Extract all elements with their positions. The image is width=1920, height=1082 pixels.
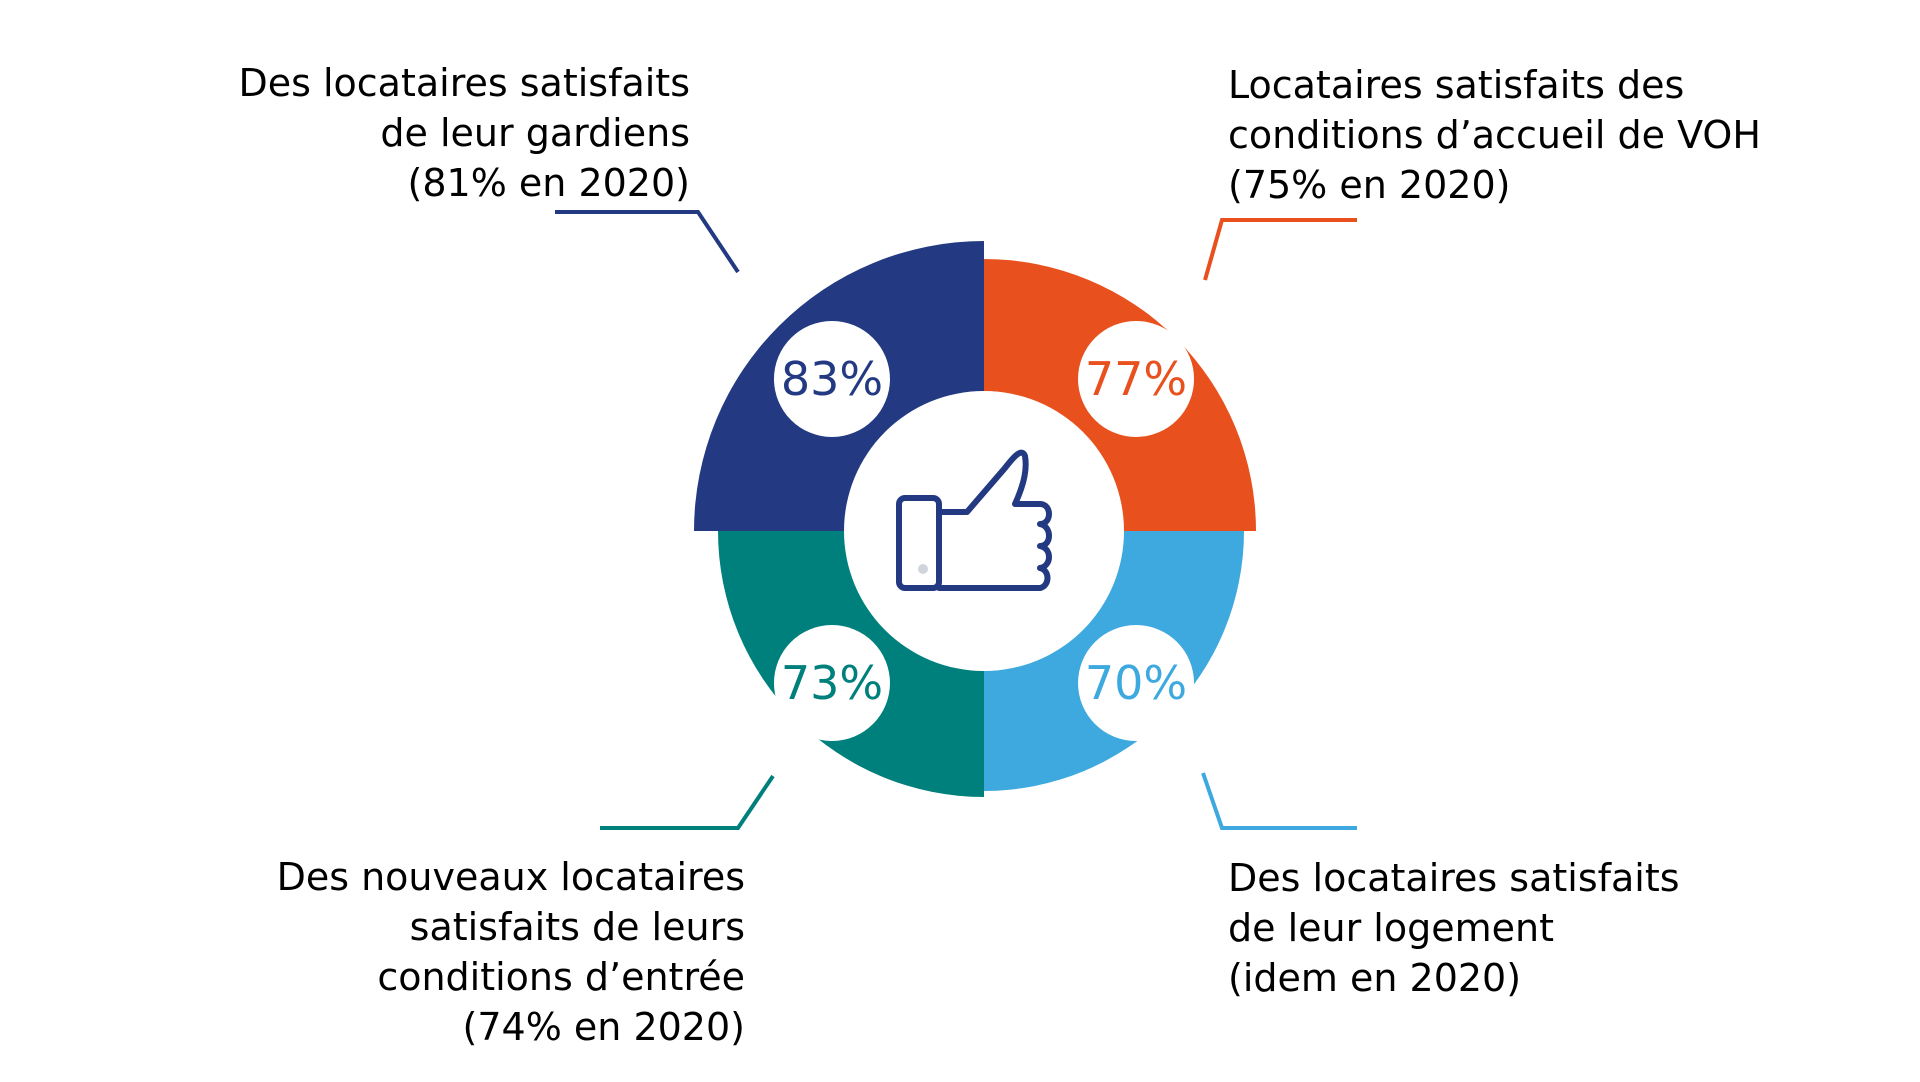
- value-badge-br: [1078, 625, 1195, 742]
- label-accueil-voh: Locataires satisfaits des conditions d’a…: [1228, 63, 1761, 207]
- leader-line-br: [1201, 772, 1357, 830]
- value-label-tr: 77%: [1085, 352, 1187, 406]
- leader-line-bl: [600, 774, 775, 830]
- label-conditions-entree: Des nouveaux locataires satisfaits de le…: [276, 855, 745, 1049]
- center-disc: [844, 391, 1124, 671]
- leader-line-tr: [1203, 218, 1357, 281]
- thumbs-up-icon: [896, 449, 1052, 591]
- value-badge-bl: [773, 625, 890, 742]
- label-logement: Des locataires satisfaits de leur logeme…: [1228, 856, 1680, 1000]
- value-label-br: 70%: [1085, 656, 1187, 710]
- value-label-tl: 83%: [781, 352, 883, 406]
- leader-line-tl: [555, 210, 740, 274]
- label-gardiens: Des locataires satisfaits de leur gardie…: [238, 61, 690, 205]
- value-badge-tr: [1078, 320, 1195, 437]
- value-label-bl: 73%: [781, 656, 883, 710]
- value-badge-tl: [773, 320, 890, 437]
